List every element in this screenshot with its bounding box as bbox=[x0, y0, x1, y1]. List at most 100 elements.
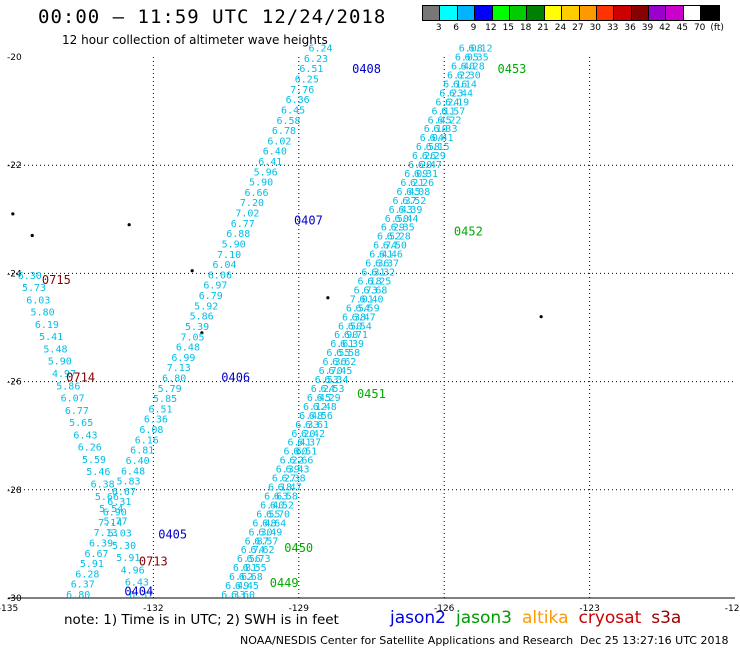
wave-height-value: 6.14 bbox=[453, 79, 477, 90]
wave-height-value: 6.31 bbox=[414, 169, 438, 180]
pass-id-label: 0453 bbox=[498, 62, 527, 76]
wave-height-value: 6.16 bbox=[135, 435, 159, 446]
wave-height-value: 6.58 bbox=[274, 491, 298, 502]
wave-height-value: 6.27 bbox=[272, 474, 296, 485]
pass-id-label: 0405 bbox=[158, 527, 187, 541]
wave-height-value: 6.74 bbox=[373, 241, 397, 252]
wave-height-value: 6.25 bbox=[295, 75, 319, 86]
page-subtitle: 12 hour collection of altimeter wave hei… bbox=[62, 33, 328, 47]
wave-height-value: 6.44 bbox=[394, 214, 418, 225]
wave-height-value: 6.43 bbox=[285, 465, 309, 476]
wave-height-value: 7.76 bbox=[290, 85, 314, 96]
wave-height-value: 6.15 bbox=[426, 142, 450, 153]
island-marker bbox=[539, 315, 543, 319]
wave-height-value: 6.26 bbox=[78, 443, 102, 454]
color-legend: 3 6 9 12 15 18 21 24 27 30 33 36 39 42 45 70 (ft) bbox=[422, 5, 724, 33]
legend-tick-label: 15 bbox=[502, 23, 515, 33]
wave-height-value: 6.41 bbox=[430, 133, 454, 144]
lat-tick-label: -26 bbox=[7, 378, 22, 388]
wave-height-value: 6.55 bbox=[243, 563, 267, 574]
wave-height-value: 6.22 bbox=[280, 456, 304, 467]
wave-height-value: 6.80 bbox=[162, 373, 186, 384]
wave-height-value: 6.34 bbox=[324, 375, 348, 386]
wave-height-value: 5.73 bbox=[22, 283, 46, 294]
wave-height-value: 6.24 bbox=[308, 44, 332, 55]
wave-height-value: 6.54 bbox=[348, 321, 372, 332]
wave-height-value: 5.66 bbox=[95, 492, 119, 503]
wave-height-value: 7.14 bbox=[98, 518, 122, 529]
wave-height-value: 6.58 bbox=[416, 142, 440, 153]
wave-height-value: 6.39 bbox=[340, 339, 364, 350]
pass-id-label: 0406 bbox=[221, 371, 250, 385]
pass-id-label: 0449 bbox=[270, 576, 299, 590]
wave-height-value: 6.28 bbox=[75, 569, 99, 580]
wave-height-value: 6.79 bbox=[199, 291, 223, 302]
legend-tick-label: 3 bbox=[435, 23, 442, 33]
wave-height-value: 6.06 bbox=[208, 270, 232, 281]
satellite-legend: jason2 jason3 altika cryosat s3a bbox=[390, 608, 691, 628]
wave-height-value: 5.86 bbox=[190, 312, 214, 323]
wave-height-value: 6.58 bbox=[336, 348, 360, 359]
wave-height-value: 6.68 bbox=[239, 572, 263, 583]
legend-swatch bbox=[562, 6, 580, 20]
wave-height-value: 6.29 bbox=[317, 393, 341, 404]
legend-swatch bbox=[666, 6, 684, 20]
wave-height-value: 6.45 bbox=[328, 366, 352, 377]
lat-tick-label: -22 bbox=[7, 161, 22, 171]
wave-height-value: 6.20 bbox=[291, 429, 315, 440]
wave-height-value: 6.38 bbox=[282, 474, 306, 485]
wave-height-value: 6.62 bbox=[229, 572, 253, 583]
wave-height-value: 6.04 bbox=[212, 260, 236, 271]
legend-tick-label: 18 bbox=[519, 23, 532, 33]
footer-center: NOAA/NESDIS Center for Satellite Applica… bbox=[240, 634, 574, 647]
wave-height-value: 6.49 bbox=[225, 581, 249, 592]
wave-height-value: 6.07 bbox=[61, 394, 85, 405]
lat-tick-label: -20 bbox=[7, 53, 22, 63]
wave-height-value: 6.29 bbox=[422, 151, 446, 162]
wave-height-value: 6.41 bbox=[369, 250, 393, 261]
legend-swatch bbox=[527, 6, 545, 20]
lon-tick-label: -120 bbox=[725, 604, 740, 614]
wave-height-value: 6.80 bbox=[66, 590, 90, 601]
legend-tick-label: 12 bbox=[485, 23, 497, 33]
wave-height-value: 6.30 bbox=[249, 527, 273, 538]
satellite-name: altika bbox=[522, 608, 569, 628]
wave-height-value: 6.40 bbox=[359, 294, 383, 305]
page-title: 00:00 — 11:59 UTC 12/24/2018 bbox=[38, 6, 387, 28]
wave-height-value: 7.20 bbox=[240, 198, 264, 209]
wave-height-value: 6.56 bbox=[309, 411, 333, 422]
wave-height-value: 6.50 bbox=[338, 321, 362, 332]
island-marker bbox=[190, 269, 194, 273]
wave-height-value: 6.33 bbox=[221, 590, 245, 601]
pass-id-label: 0715 bbox=[42, 273, 71, 287]
legend-swatch bbox=[492, 6, 510, 20]
island-marker bbox=[127, 223, 131, 227]
legend-swatch bbox=[631, 6, 650, 20]
wave-height-value: 6.23 bbox=[304, 54, 328, 65]
wave-height-value: 6.31 bbox=[361, 268, 385, 279]
wave-height-value: 6.16 bbox=[443, 79, 467, 90]
wave-height-value: 6.09 bbox=[404, 169, 428, 180]
wave-height-value: 6.53 bbox=[320, 384, 344, 395]
lat-tick-label: -28 bbox=[7, 486, 22, 496]
wave-height-value: 6.37 bbox=[375, 259, 399, 270]
wave-height-value: 6.24 bbox=[435, 97, 459, 108]
wave-height-value: 6.64 bbox=[262, 518, 286, 529]
wave-height-value: 6.52 bbox=[377, 232, 401, 243]
wave-height-value: 6.28 bbox=[461, 62, 485, 73]
footer-timestamp: Dec 25 13:27:16 UTC 2018 bbox=[580, 634, 729, 647]
legend-swatch bbox=[475, 6, 493, 20]
wave-height-value: 6.32 bbox=[371, 268, 395, 279]
satellite-name: jason3 bbox=[456, 608, 512, 628]
island-marker bbox=[30, 233, 34, 238]
wave-height-value: 6.73 bbox=[354, 285, 378, 296]
wave-height-value: 6.28 bbox=[387, 232, 411, 243]
wave-height-value: 6.30 bbox=[18, 271, 42, 282]
wave-height-value: 6.37 bbox=[71, 580, 95, 591]
wave-height-value: 6.22 bbox=[437, 115, 461, 126]
wave-height-value: 7.10 bbox=[217, 250, 241, 261]
pass-id-label: 0404 bbox=[124, 584, 153, 598]
legend-tick-label: 45 bbox=[676, 23, 689, 33]
wave-height-value: 6.60 bbox=[231, 590, 255, 601]
legend-tick-label: 30 bbox=[589, 23, 602, 33]
